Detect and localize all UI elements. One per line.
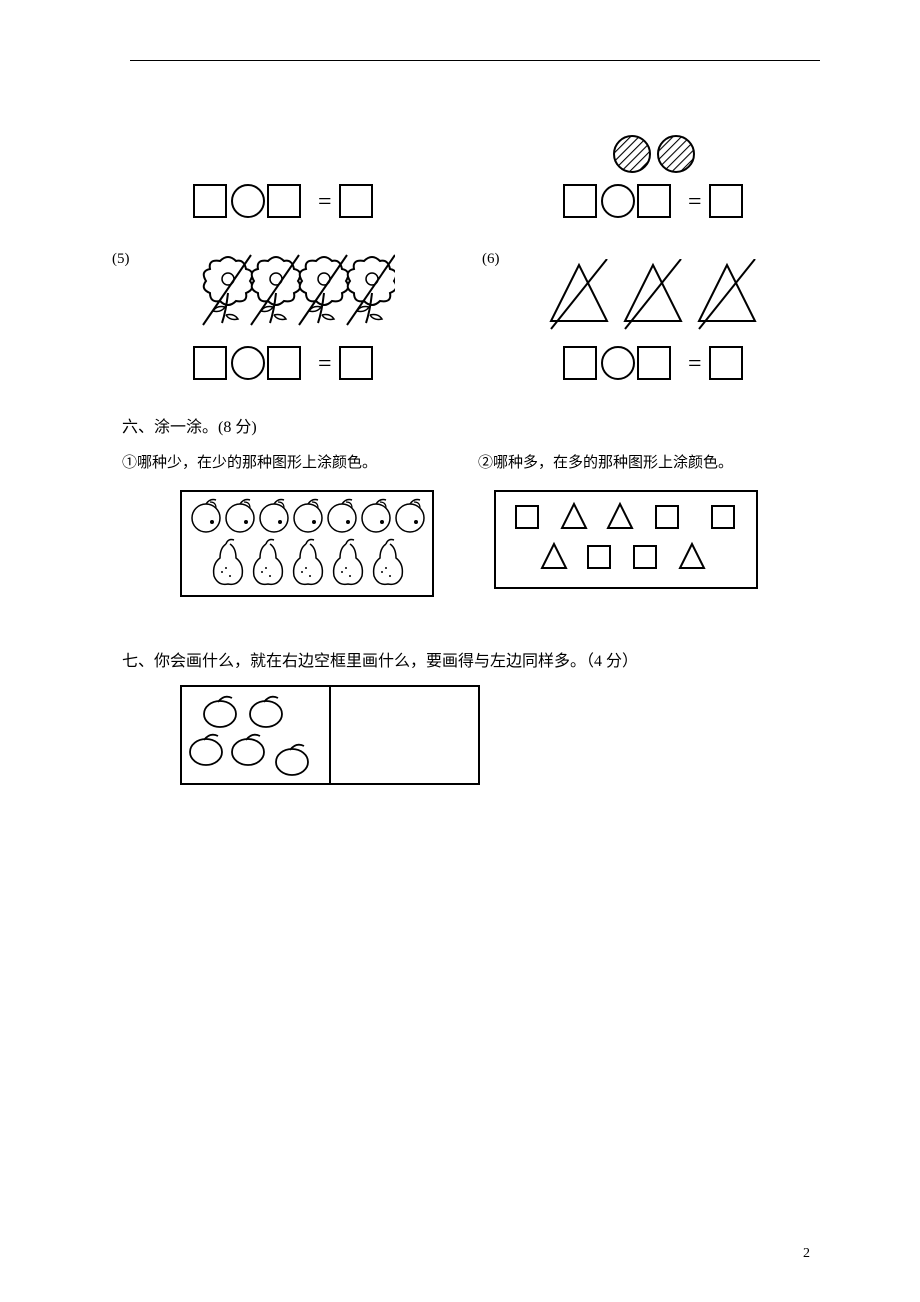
svg-text:=: = — [318, 351, 332, 377]
label-5: (5) — [112, 251, 130, 268]
section7-title: 七、你会画什么，就在右边空框里画什么，要画得与左边同样多。（4 分） — [122, 647, 810, 671]
q7-left — [182, 687, 331, 783]
eq-line-6: = — [500, 343, 810, 383]
section6-q2: ②哪种多，在多的那种图形上涂颜色。 — [478, 451, 810, 472]
section6-subs: ①哪种少，在少的那种图形上涂颜色。 ②哪种多，在多的那种图形上涂颜色。 — [122, 451, 810, 472]
top-rule — [130, 60, 820, 61]
svg-text:=: = — [688, 351, 702, 377]
eq-line-1: = — [130, 181, 440, 221]
figure-area-empty — [130, 97, 440, 177]
label-6: (6) — [482, 251, 500, 268]
section6-figures — [180, 490, 810, 597]
page-number: 2 — [803, 1246, 810, 1262]
eq-line-5: = — [130, 343, 440, 383]
cell-5: (5) — [130, 251, 440, 383]
section6-title: 六、涂一涂。(8 分) — [122, 413, 810, 437]
q7-right[interactable] — [331, 687, 478, 783]
eq-line-2: = — [500, 181, 810, 221]
q6-left-box — [180, 490, 434, 597]
svg-text:=: = — [688, 189, 702, 215]
q7-box — [180, 685, 480, 785]
svg-text:=: = — [318, 189, 332, 215]
q6-right-box — [494, 490, 758, 589]
row-5-6: (5) — [130, 251, 810, 383]
row-top: = — [130, 97, 810, 221]
triangles — [500, 251, 810, 339]
cell-left-top: = — [130, 97, 440, 221]
cell-right-top: = — [500, 97, 810, 221]
section6-q1: ①哪种少，在少的那种图形上涂颜色。 — [122, 451, 454, 472]
flowers — [130, 251, 440, 339]
cell-6: (6) — [500, 251, 810, 383]
hatched-circles — [500, 97, 810, 177]
